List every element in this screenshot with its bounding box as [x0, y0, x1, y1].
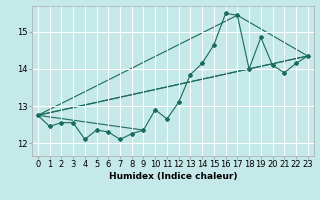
- X-axis label: Humidex (Indice chaleur): Humidex (Indice chaleur): [108, 172, 237, 181]
